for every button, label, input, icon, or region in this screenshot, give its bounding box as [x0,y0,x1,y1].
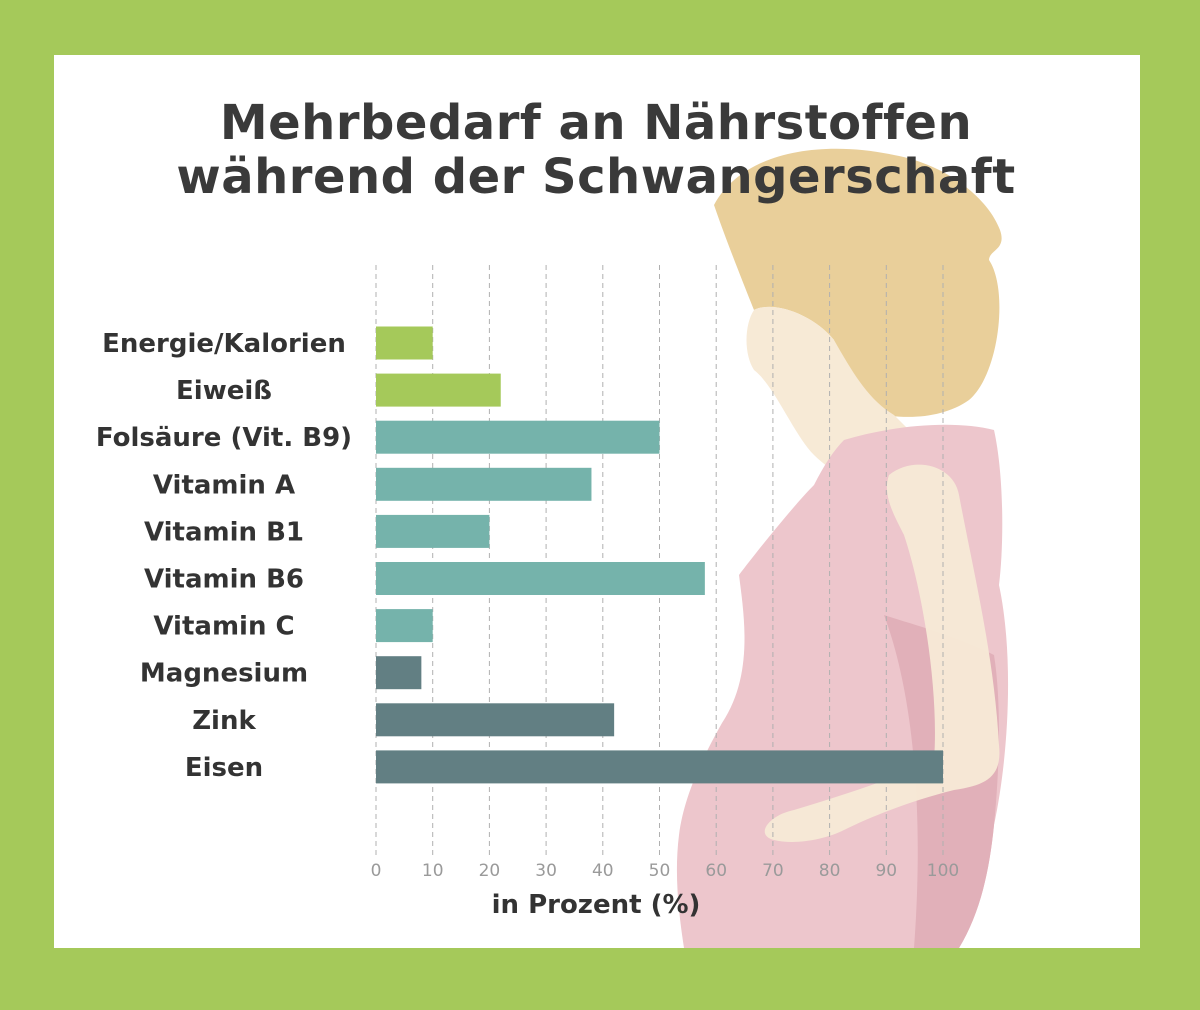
category-label: Vitamin A [153,470,295,500]
category-label: Magnesium [140,659,308,689]
x-tick-label: 40 [592,861,614,881]
bars-group [376,326,943,784]
category-label: Energie/Kalorien [102,329,346,359]
arm-shape [764,464,1000,842]
bar-8 [376,703,615,737]
chart-panel: Energie/Kalorien Eiweiß Folsäure (Vit. B9)… [54,55,1140,948]
category-label: Vitamin B6 [144,565,304,595]
bar-6 [376,609,433,643]
bar-3 [376,467,592,501]
bar-5 [376,562,705,595]
x-tick-label: 80 [819,861,841,881]
category-label: Vitamin B1 [144,517,304,547]
bar-4 [376,514,490,548]
chart-title-line-2: während der Schwangerschaft [176,149,1015,205]
bar-7 [376,656,422,690]
category-label: Zink [192,706,256,736]
category-label: Eisen [185,753,263,783]
category-labels: Energie/Kalorien Eiweiß Folsäure (Vit. B9)… [96,329,352,783]
x-tick-labels: 0 10 20 30 40 50 60 70 80 90 100 [371,861,960,881]
x-tick-label: 60 [705,861,727,881]
bar-0 [376,326,433,360]
hair-shape [714,148,1002,417]
x-axis-label: in Prozent (%) [492,890,701,920]
category-label: Folsäure (Vit. B9) [96,423,352,453]
x-tick-label: 100 [927,861,959,881]
chart-title-line-1: Mehrbedarf an Nährstoffen [220,95,972,151]
x-tick-label: 10 [422,861,444,881]
x-tick-label: 0 [371,861,382,881]
x-tick-label: 20 [479,861,501,881]
x-tick-label: 90 [875,861,897,881]
x-tick-label: 50 [649,861,671,881]
bar-2 [376,420,660,454]
pregnant-woman-illustration [676,148,1009,948]
category-label: Vitamin C [153,612,294,642]
x-tick-label: 30 [535,861,557,881]
category-label: Eiweiß [176,376,272,406]
bar-9 [376,750,943,784]
chart-canvas: Energie/Kalorien Eiweiß Folsäure (Vit. B9)… [96,95,1015,948]
x-tick-label: 70 [762,861,784,881]
bar-1 [376,373,501,407]
